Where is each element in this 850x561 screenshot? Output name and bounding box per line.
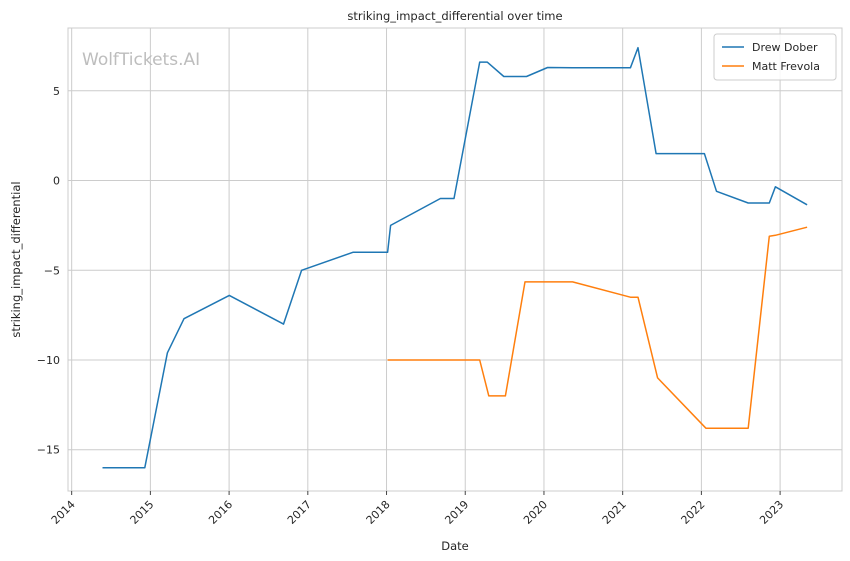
x-axis-ticks: 2014 2015 2016 2017 2018 2019 2020 2021 2022 2023	[49, 491, 786, 527]
x-tick-label: 2018	[364, 498, 393, 527]
y-tick-label: 5	[53, 85, 60, 98]
legend-label: Matt Frevola	[752, 60, 820, 73]
y-axis-ticks: −15 −10 −5 0 5	[37, 85, 60, 457]
legend-box	[713, 33, 837, 81]
y-axis-label: striking_impact_differential	[9, 181, 23, 337]
x-tick-label: 2020	[521, 498, 550, 527]
legend: Drew Dober Matt Frevola	[713, 33, 837, 81]
y-tick-label: −15	[37, 444, 60, 457]
chart-title: striking_impact_differential over time	[347, 9, 562, 23]
x-tick-label: 2014	[49, 498, 78, 527]
x-tick-label: 2017	[285, 498, 314, 527]
x-tick-label: 2022	[679, 498, 708, 527]
watermark: WolfTickets.AI	[82, 50, 200, 70]
x-tick-label: 2016	[206, 498, 235, 527]
series-line-1	[387, 226, 808, 429]
y-tick-label: −10	[37, 354, 60, 367]
x-tick-label: 2023	[757, 498, 786, 527]
x-tick-label: 2015	[128, 498, 157, 527]
y-tick-label: −5	[44, 264, 60, 277]
series-layer	[102, 46, 808, 469]
legend-label: Drew Dober	[752, 41, 818, 54]
series-line-0	[102, 46, 808, 469]
y-tick-label: 0	[53, 175, 60, 188]
x-tick-label: 2021	[600, 498, 629, 527]
x-tick-label: 2019	[442, 498, 471, 527]
plot-area	[67, 27, 843, 492]
x-axis-label: Date	[441, 539, 469, 553]
